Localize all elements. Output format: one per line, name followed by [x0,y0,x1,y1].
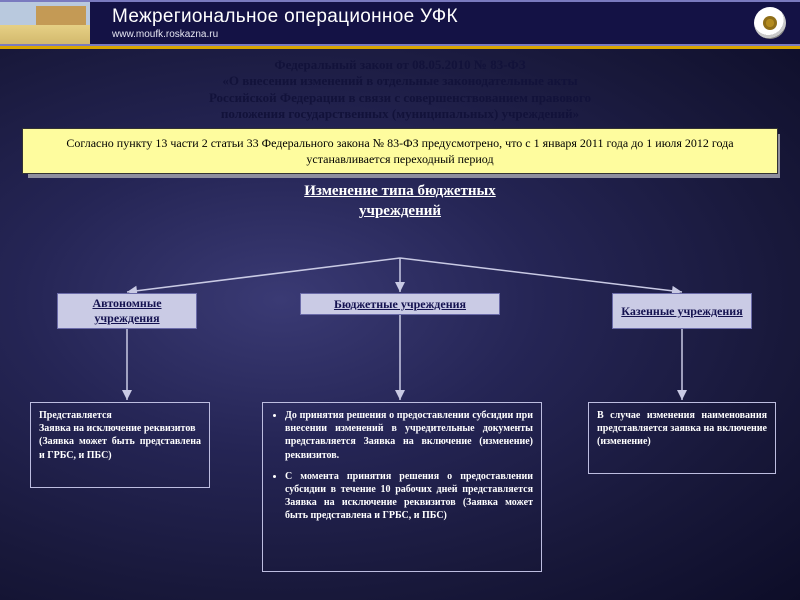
header-title: Межрегиональное операционное УФК [112,6,754,28]
desc-autonomous: ПредставляетсяЗаявка на исключение рекви… [30,402,210,488]
note-box: Согласно пункту 13 части 2 статьи 33 Фед… [22,128,778,174]
desc-bullet: С момента принятия решения о предоставле… [285,470,533,523]
header-photo [0,2,90,44]
desc-budget: До принятия решения о предоставлении суб… [262,402,542,572]
header-text: Межрегиональное операционное УФК www.mou… [90,6,754,40]
header-underline [0,46,800,49]
law-title-line: Российской Федерации в связи с совершенс… [209,90,591,105]
law-title-line: Федеральный закон от 08.05.2010 № 83-ФЗ [274,57,525,72]
desc-bullet: До принятия решения о предоставлении суб… [285,409,533,462]
desc-line: (Заявка может быть представлена и ГРБС, … [39,435,201,461]
desc-line: Заявка на исключение реквизитов [39,422,201,435]
law-title-line: положения государственных (муниципальных… [221,106,579,121]
desc-line: В случае изменения наименования представ… [597,409,767,449]
seal-emblem-icon [754,7,786,39]
desc-treasury: В случае изменения наименования представ… [588,402,776,474]
header-subtitle: www.moufk.roskazna.ru [112,29,754,40]
category-autonomous: Автономные учреждения [57,293,197,329]
section-heading-line: учреждений [359,203,441,219]
category-treasury: Казенные учреждения [612,293,752,329]
note-text: Согласно пункту 13 части 2 статьи 33 Фед… [22,128,778,174]
desc-line: Представляется [39,409,201,422]
section-heading-line: Изменение типа бюджетных [304,183,496,199]
section-heading: Изменение типа бюджетных учреждений [0,182,800,221]
law-title-line: «О внесении изменений в отдельные законо… [222,73,577,88]
header-band: Межрегиональное операционное УФК www.mou… [0,0,800,46]
law-title: Федеральный закон от 08.05.2010 № 83-ФЗ … [28,57,772,122]
category-budget: Бюджетные учреждения [300,293,500,315]
